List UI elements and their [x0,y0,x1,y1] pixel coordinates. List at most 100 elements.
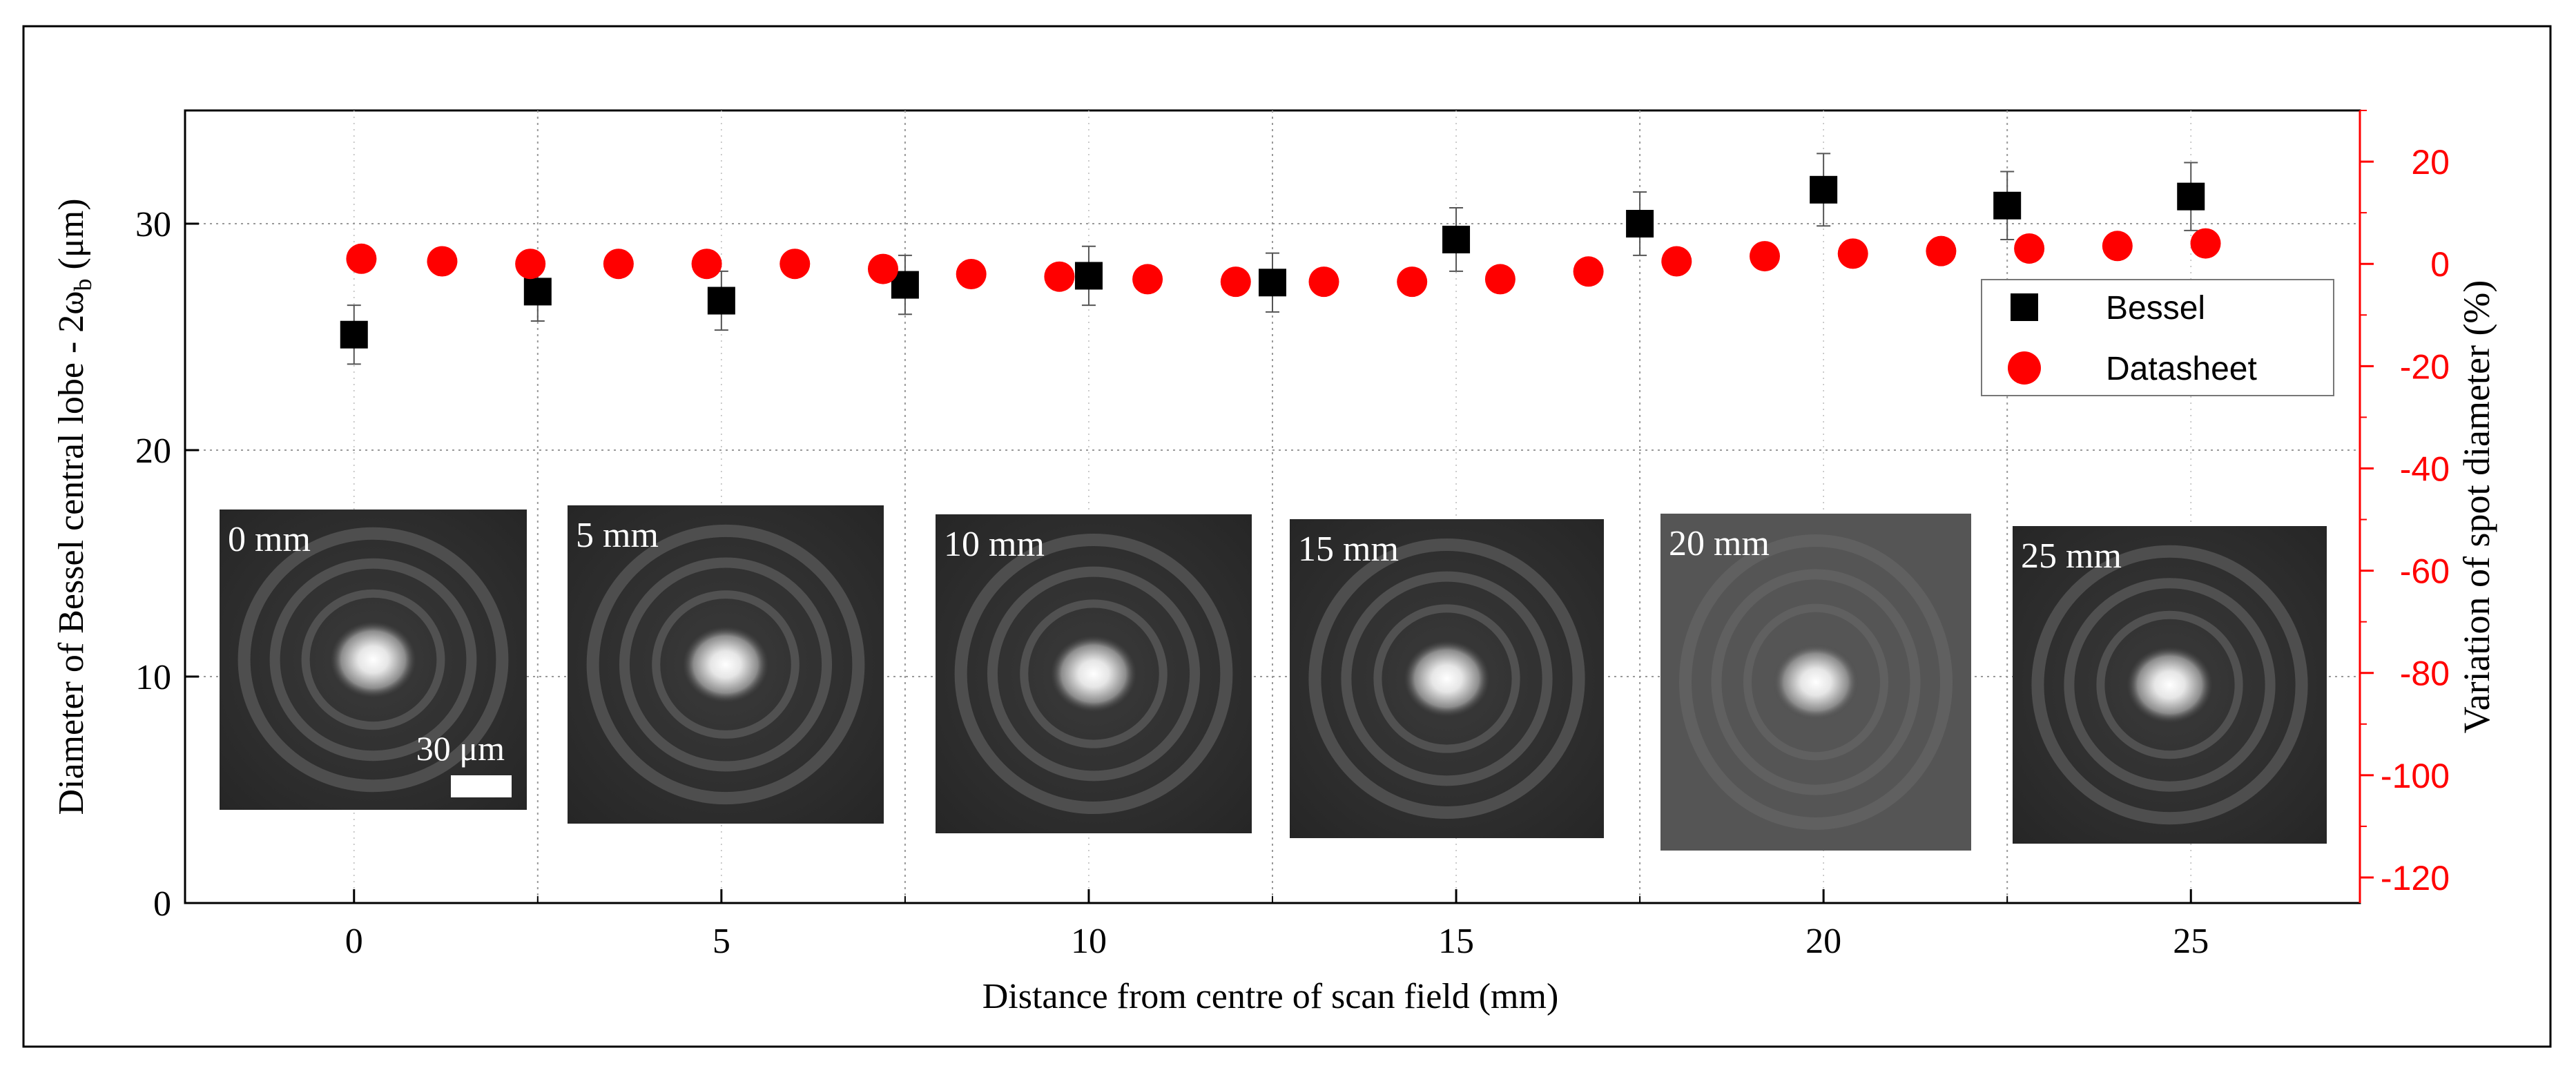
legend-marker-bessel [2011,293,2038,321]
scale-bar [451,775,512,797]
inset-ring [1743,603,1888,761]
inset-ring [1373,604,1520,753]
datasheet-point [427,246,458,277]
y-right-tick-label: 20 [2411,143,2450,182]
datasheet-point [1926,235,1957,266]
legend-label-datasheet: Datasheet [2106,351,2257,387]
y-left-tick-label: 30 [135,205,171,244]
inset-ring [619,557,833,772]
inset-image: 25 mm [2013,526,2327,844]
bessel-point [2177,182,2205,211]
legend-box [1981,279,2334,396]
bessel-point [1626,210,1654,237]
datasheet-point [1308,266,1339,298]
y-right-tick-label: -120 [2381,859,2450,898]
datasheet-point [1132,264,1163,295]
x-axis-title: Distance from centre of scan field (mm) [982,977,1559,1016]
datasheet-point [1044,261,1075,292]
inset-ring [1341,571,1553,786]
inset-ring [2064,578,2276,792]
datasheet-point [1750,241,1781,272]
y-axis-left-title: Diameter of Bessel central lobe - 2ωb (μ… [52,198,97,815]
inset-ring [1679,534,1953,830]
legend-marker-datasheet [2008,351,2041,385]
inset-ring [1308,538,1585,819]
y-left-tick-label: 10 [135,658,171,697]
datasheet-point [603,249,634,280]
x-tick-label: 20 [1805,922,1841,961]
bessel-point [707,287,735,315]
inset-image: 0 mm 30 μm [220,510,527,810]
datasheet-point [2102,231,2133,262]
bessel-point [1442,225,1471,253]
inset-ring [652,590,800,739]
axes: 0 5 10 15 20 25 0 10 20 30 20 0 -20 -40 -60 -80 -100 -120 [135,110,2450,961]
inset-ring [586,524,865,805]
datasheet-point [956,259,987,290]
x-tick-label: 10 [1071,922,1107,961]
inset-image: 5 mm [568,505,884,824]
inset-central-spot [1404,641,1490,717]
datasheet-point [1220,266,1251,298]
bessel-point [340,320,368,349]
datasheet-point [1573,256,1604,287]
y-right-tick-label: -80 [2400,654,2450,693]
inset-central-spot [2127,647,2213,723]
inset-label: 15 mm [1298,530,1399,569]
inset-central-spot [683,626,768,703]
datasheet-point [515,249,546,280]
scale-bar-label: 30 μm [416,729,505,768]
inset-ring [2031,545,2308,825]
inset-ring [238,527,509,793]
y-axis-right-title: Variation of spot diameter (%) [2456,280,2497,734]
inset-label: 5 mm [576,516,659,555]
legend: Bessel Datasheet [1981,279,2334,396]
x-tick-label: 15 [1438,922,1474,961]
y-right-tick-label: -60 [2400,552,2450,591]
legend-label-bessel: Bessel [2106,290,2205,327]
inset-ring [269,558,477,761]
inset-label: 20 mm [1669,524,1770,563]
inset-ring [1020,599,1168,748]
datasheet-point [691,249,722,280]
inset-central-spot [1051,636,1136,712]
y-left-tick-label: 0 [153,884,171,924]
inset-ring [301,589,445,730]
datasheet-point [779,249,811,280]
bessel-point [523,278,552,306]
bessel-point [1259,269,1286,297]
x-tick-label: 0 [345,922,363,961]
inset-image: 20 mm [1660,514,1971,851]
bessel-point [1993,191,2022,220]
y-right-tick-label: -100 [2381,757,2450,795]
y-left-tick-label: 20 [135,431,171,471]
datasheet-point [867,253,898,284]
inset-ring [987,566,1201,782]
datasheet-point [346,243,377,274]
x-tick-label: 25 [2173,922,2209,961]
datasheet-point [1484,264,1515,295]
inset-label: 10 mm [944,525,1045,564]
inset-ring [1711,569,1921,795]
inset-images: 0 mm 30 μm 5 mm 10 mm 15 mm 20 mm 25 mm [220,505,2327,851]
inset-image: 10 mm [936,514,1252,833]
datasheet-point [2190,228,2221,259]
inset-central-spot [1773,644,1859,720]
bessel-point [1074,262,1103,290]
inset-central-spot [330,621,416,698]
inset-label: 0 mm [228,520,311,559]
inset-ring [954,533,1233,815]
y-right-tick-label: -20 [2400,347,2450,386]
inset-image: 15 mm [1290,519,1604,838]
x-tick-label: 5 [713,922,730,961]
bessel-point [1810,175,1838,204]
datasheet-point [1837,238,1868,269]
datasheet-point [2014,233,2045,264]
inset-label: 25 mm [2021,536,2122,576]
inset-ring [2096,610,2243,759]
outer-frame [22,25,2552,1048]
data-points [340,153,2221,365]
datasheet-point [1397,266,1428,298]
datasheet-point [1661,246,1692,277]
